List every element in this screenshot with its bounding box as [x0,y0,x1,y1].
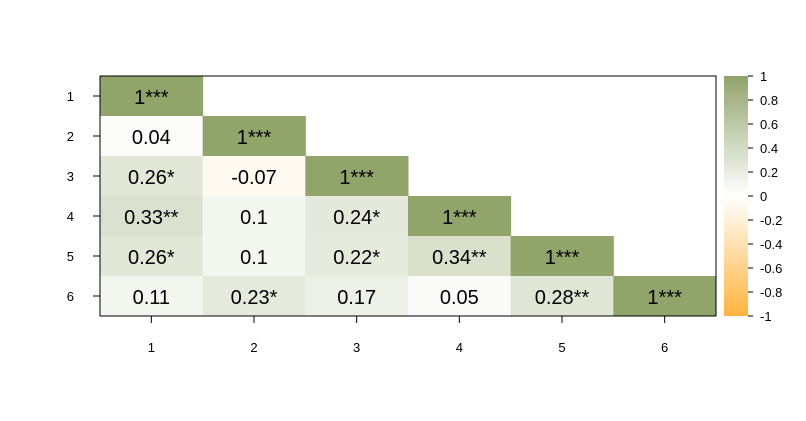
heatmap-cell-r6-c1 [100,276,204,317]
heatmap-cell-r3-c3 [305,156,409,197]
colorbar: 1 0.8 0.6 0.4 0.2 0 -0.2 -0.4 -0.6 -0.8 -1 [724,69,782,324]
y-tick-label: 5 [67,249,74,264]
heatmap-cell-r5-c3 [305,236,409,277]
heatmap-cells [100,76,717,317]
colorbar-tick-label: 0.8 [760,93,778,108]
heatmap-cell-r4-c3 [305,196,409,237]
y-tick-label: 6 [67,289,74,304]
heatmap-cell-r2-c1 [100,116,204,157]
heatmap-cell-r5-c1 [100,236,204,277]
cell-label-r4-c1: 0.33** [124,207,179,229]
colorbar-tick-label: -0.4 [760,237,782,252]
heatmap-cell-r4-c1 [100,196,204,237]
x-axis: 1 2 3 4 5 6 [148,316,668,355]
cell-label-r6-c3: 0.17 [337,287,376,309]
cell-label-r5-c5: 1*** [545,247,580,269]
y-tick-label: 2 [67,129,74,144]
colorbar-tick-label: 0.2 [760,165,778,180]
cell-label-r2-c2: 1*** [237,127,272,149]
heatmap-cell-r6-c5 [510,276,614,317]
cell-label-r6-c4: 0.05 [440,287,479,309]
cell-label-r3-c3: 1*** [339,167,374,189]
cell-label-r6-c1: 0.11 [133,287,170,309]
cell-label-r2-c1: 0.04 [132,127,171,149]
cell-label-r5-c2: 0.1 [240,247,268,269]
y-tick-label: 3 [67,169,74,184]
x-tick-label: 4 [456,340,463,355]
cell-label-r4-c4: 1*** [442,207,477,229]
colorbar-tick-label: 0.6 [760,117,778,132]
heatmap-cell-r6-c6 [613,276,717,317]
cell-label-r6-c6: 1*** [647,287,682,309]
x-tick-label: 2 [250,340,257,355]
heatmap-cell-r5-c5 [510,236,614,277]
x-tick-label: 3 [353,340,360,355]
cell-label-r1-c1: 1*** [134,87,169,109]
colorbar-bar [724,76,748,316]
cell-label-r3-c2: -0.07 [231,167,277,189]
x-tick-label: 1 [148,340,155,355]
colorbar-tick-label: -0.8 [760,285,782,300]
cell-label-r5-c1: 0.26* [128,247,175,269]
heatmap-cell-r5-c4 [408,236,512,277]
heatmap-cell-r3-c1 [100,156,204,197]
y-axis: 1 2 3 4 5 6 [67,89,100,304]
heatmap-cell-r3-c2 [202,156,306,197]
colorbar-tick-label: -1 [760,309,772,324]
x-tick-label: 6 [661,340,668,355]
heatmap-cell-r1-c1 [100,76,204,117]
cell-label-r3-c1: 0.26* [128,167,175,189]
cell-label-r4-c2: 0.1 [240,207,268,229]
colorbar-tick-label: 0 [760,189,767,204]
cell-label-r4-c3: 0.24* [333,207,380,229]
colorbar-tick-label: 1 [760,69,767,84]
heatmap-cell-r4-c2 [202,196,306,237]
plot-frame [99,75,717,317]
colorbar-tick-label: -0.6 [760,261,782,276]
heatmap-cell-r5-c2 [202,236,306,277]
heatmap-cell-r6-c4 [408,276,512,317]
x-tick-label: 5 [558,340,565,355]
cell-label-r6-c2: 0.23* [231,287,278,309]
cell-label-r5-c4: 0.34** [432,247,487,269]
cell-label-r6-c5: 0.28** [535,287,590,309]
colorbar-tick-label: 0.4 [760,141,778,156]
heatmap-cell-r6-c3 [305,276,409,317]
y-tick-label: 4 [67,209,74,224]
heatmap-cell-r6-c2 [202,276,306,317]
heatmap-cell-r4-c4 [408,196,512,237]
y-tick-label: 1 [67,89,74,104]
cell-labels: 1*** 0.04 1*** 0.26* -0.07 1*** 0.33** 0.1 0.24*… [124,87,682,309]
cell-label-r5-c3: 0.22* [333,247,380,269]
colorbar-tick-label: -0.2 [760,213,782,228]
heatmap-cell-r2-c2 [202,116,306,157]
